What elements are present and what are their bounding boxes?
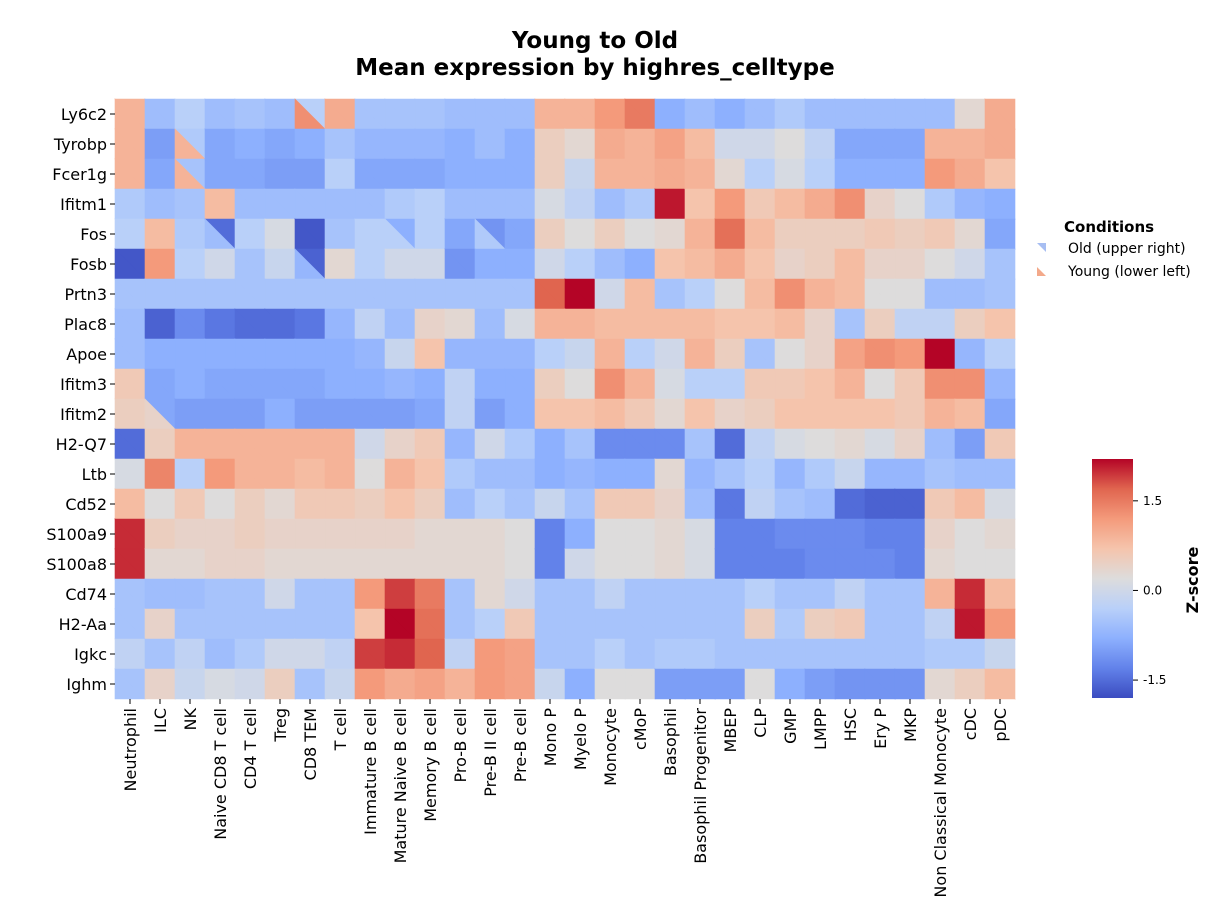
gene-label: H2-Q7 xyxy=(56,435,107,454)
colorbar-tick-label: 0.0 xyxy=(1143,583,1162,597)
gene-label: Ifitm1 xyxy=(60,195,107,214)
celltype-label: CD4 T cell xyxy=(241,708,260,789)
gene-label: Ly6c2 xyxy=(61,105,107,124)
celltype-labels: Neutrophil ILC NK Naive CD8 T cell CD4 T cel… xyxy=(121,699,1010,898)
legend-young-swatch xyxy=(1037,267,1046,276)
legend-title: Conditions xyxy=(1064,218,1154,236)
celltype-label: Non Classical Monocyte xyxy=(931,708,950,898)
gene-labels: Ly6c2 Tyrobp Fcer1g Ifitm1 Fos Fosb Prtn3 Plac8… xyxy=(46,105,115,694)
gene-label: Fcer1g xyxy=(52,165,107,184)
heatmap-cells xyxy=(114,98,1016,700)
celltype-label: MKP xyxy=(901,708,920,742)
legend-old-label: Old (upper right) xyxy=(1068,241,1186,257)
gene-label: Fosb xyxy=(70,255,107,274)
celltype-label: Monocyte xyxy=(601,708,620,786)
celltype-label: NK xyxy=(181,708,200,731)
celltype-label: Naive CD8 T cell xyxy=(211,708,230,840)
gene-label: H2-Aa xyxy=(59,615,107,634)
colorbar: 1.5 0.0 -1.5 Z-score xyxy=(1092,459,1202,698)
gene-label: Igkc xyxy=(74,645,107,664)
conditions-legend: Conditions Old (upper right) Young (lowe… xyxy=(1037,218,1191,280)
colorbar-gradient xyxy=(1092,459,1133,698)
colorbar-ticks: 1.5 0.0 -1.5 xyxy=(1133,494,1166,687)
colorbar-label: Z-score xyxy=(1183,547,1202,614)
gene-label: Tyrobp xyxy=(53,135,107,154)
celltype-label: T cell xyxy=(331,708,350,751)
celltype-label: Pre-B cell xyxy=(511,708,530,782)
gene-label: Apoe xyxy=(66,345,107,364)
celltype-label: Ery P xyxy=(871,708,890,749)
celltype-label: HSC xyxy=(841,708,860,741)
legend-young-label: Young (lower left) xyxy=(1067,264,1191,280)
gene-label: Prtn3 xyxy=(64,285,107,304)
celltype-label: Mono P xyxy=(541,708,560,767)
celltype-label: CD8 TEM xyxy=(301,708,320,780)
gene-label: S100a9 xyxy=(46,525,107,544)
celltype-label: Mature Naive B cell xyxy=(391,708,410,863)
celltype-label: pDC xyxy=(991,708,1010,742)
gene-label: Ifitm3 xyxy=(60,375,107,394)
celltype-label: MBEP xyxy=(721,708,740,753)
celltype-label: CLP xyxy=(751,708,770,738)
celltype-label: Pre-B II cell xyxy=(481,708,500,797)
colorbar-tick-label: -1.5 xyxy=(1143,673,1166,687)
celltype-label: cDC xyxy=(961,708,980,740)
celltype-label: GMP xyxy=(781,708,800,744)
celltype-label: Neutrophil xyxy=(121,708,140,791)
celltype-label: Pro-B cell xyxy=(451,708,470,782)
celltype-label: ILC xyxy=(151,708,170,733)
celltype-label: Memory B cell xyxy=(421,708,440,822)
celltype-label: Basophil xyxy=(661,708,680,776)
chart-subtitle: Mean expression by highres_celltype xyxy=(355,55,834,81)
gene-label: Plac8 xyxy=(64,315,107,334)
celltype-label: Myelo P xyxy=(571,708,590,770)
celltype-label: Immature B cell xyxy=(361,708,380,835)
gene-label: Ifitm2 xyxy=(60,405,107,424)
gene-label: Fos xyxy=(80,225,107,244)
gene-label: S100a8 xyxy=(46,555,107,574)
colorbar-tick-label: 1.5 xyxy=(1143,494,1162,508)
gene-label: Ighm xyxy=(66,675,107,694)
gene-label: Ltb xyxy=(82,465,107,484)
legend-old-swatch xyxy=(1037,243,1046,252)
celltype-label: Treg xyxy=(271,708,290,743)
chart-title: Young to Old xyxy=(511,28,678,54)
celltype-label: Basophil Progenitor xyxy=(691,708,710,864)
celltype-label: cMoP xyxy=(631,708,650,750)
celltype-label: LMPP xyxy=(811,708,830,750)
gene-label: Cd52 xyxy=(65,495,107,514)
gene-label: Cd74 xyxy=(65,585,107,604)
